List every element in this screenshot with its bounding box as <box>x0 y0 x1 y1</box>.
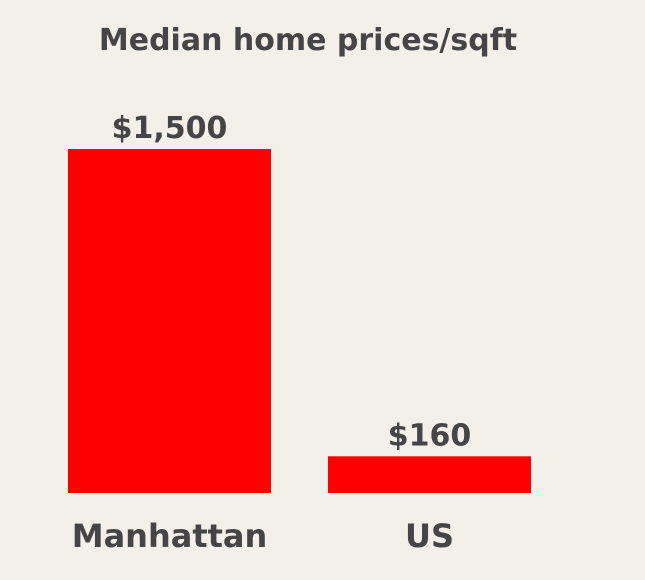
category-labels-group: Manhattan US <box>72 517 454 555</box>
bar-us <box>328 456 531 493</box>
category-label-us: US <box>405 517 454 555</box>
bar-manhattan <box>68 149 271 493</box>
bars-group <box>68 149 531 493</box>
value-labels-group: $1,500 $160 <box>112 111 472 453</box>
category-label-manhattan: Manhattan <box>72 517 268 555</box>
value-label-manhattan: $1,500 <box>112 111 228 146</box>
value-label-us: $160 <box>388 418 472 453</box>
chart-title: Median home prices/sqft <box>99 23 517 58</box>
